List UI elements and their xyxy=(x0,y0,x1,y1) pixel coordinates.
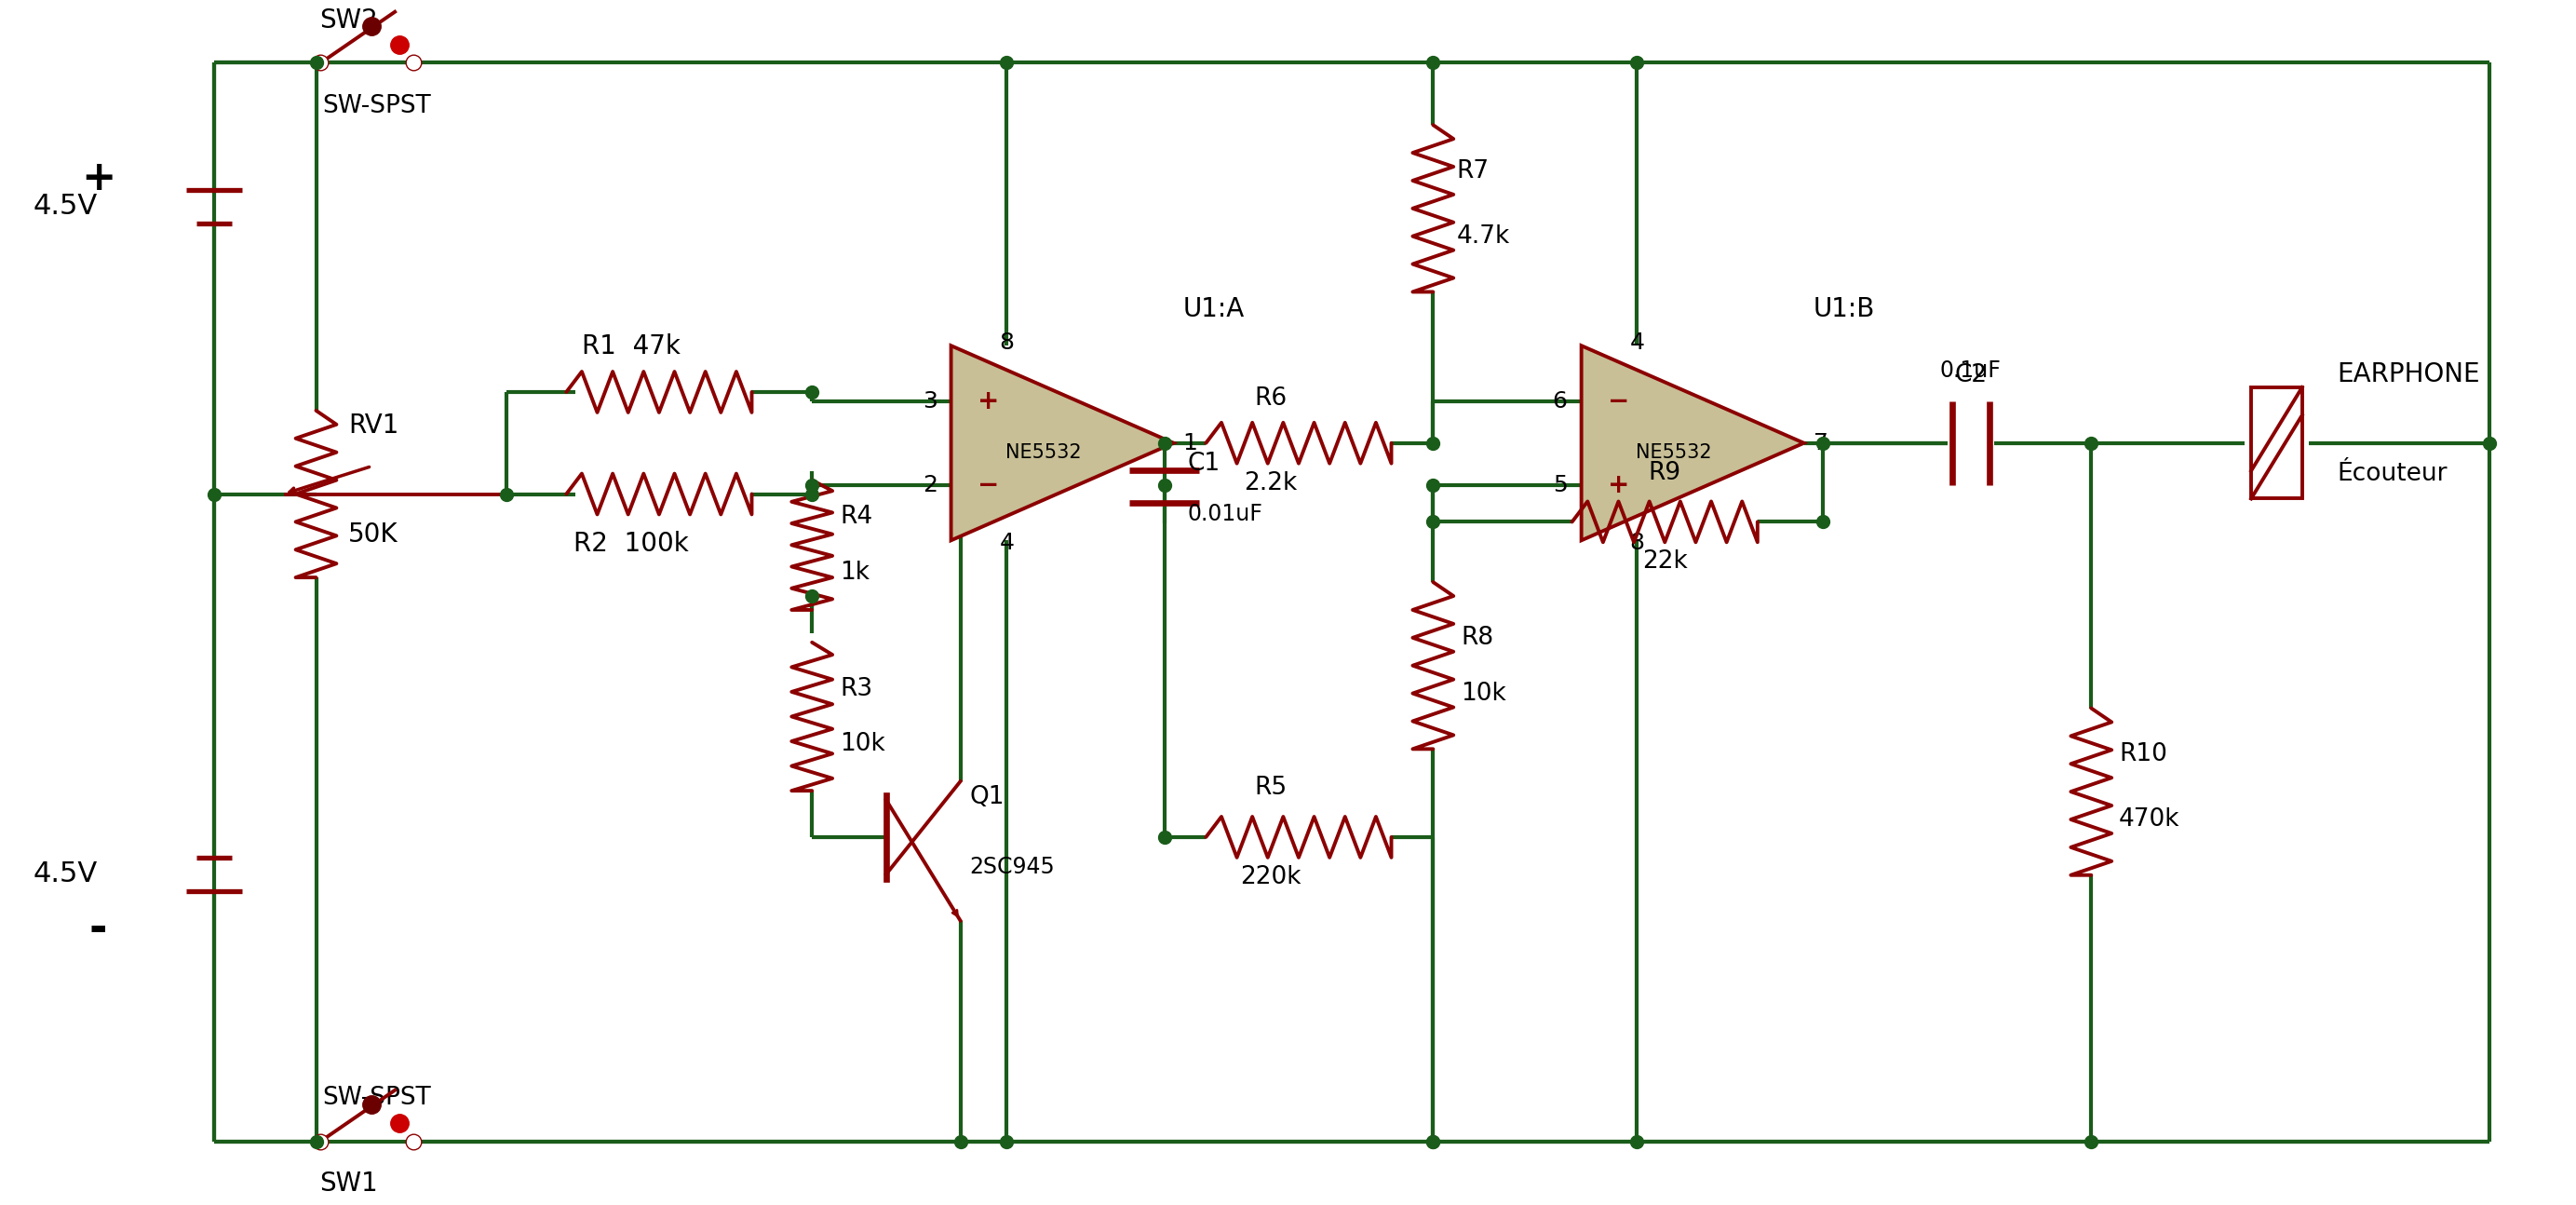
Text: 4.5V: 4.5V xyxy=(33,193,98,221)
Text: R4: R4 xyxy=(840,505,873,529)
Text: R8: R8 xyxy=(1461,625,1494,649)
Text: 5: 5 xyxy=(1553,474,1566,496)
Text: RV1: RV1 xyxy=(348,412,399,439)
Text: 10k: 10k xyxy=(1461,681,1507,705)
Text: 8: 8 xyxy=(1631,531,1643,554)
Text: 8: 8 xyxy=(999,331,1015,354)
Text: R3: R3 xyxy=(840,677,873,701)
Text: +: + xyxy=(1607,471,1631,498)
Text: 10k: 10k xyxy=(840,733,886,757)
Text: U1:B: U1:B xyxy=(1814,296,1875,323)
Text: SW-SPST: SW-SPST xyxy=(322,1086,430,1110)
Text: 6: 6 xyxy=(1553,390,1566,412)
Text: U1:A: U1:A xyxy=(1182,296,1244,323)
Text: SW1: SW1 xyxy=(319,1171,379,1197)
Text: 22k: 22k xyxy=(1641,549,1687,574)
Polygon shape xyxy=(1582,346,1803,540)
Text: 2SC945: 2SC945 xyxy=(969,856,1056,878)
Text: +: + xyxy=(80,159,116,199)
Text: R1  47k: R1 47k xyxy=(582,334,680,359)
Text: 4.5V: 4.5V xyxy=(33,860,98,888)
Text: 1k: 1k xyxy=(840,560,871,584)
Text: R9: R9 xyxy=(1649,460,1682,484)
Text: 470k: 470k xyxy=(2120,807,2179,831)
Text: 2: 2 xyxy=(922,474,938,496)
Text: 4: 4 xyxy=(999,531,1015,554)
Text: SW2: SW2 xyxy=(319,7,379,34)
Text: 220k: 220k xyxy=(1242,865,1301,889)
Text: SW-SPST: SW-SPST xyxy=(322,94,430,118)
Text: −: − xyxy=(1607,388,1628,415)
Text: 4.7k: 4.7k xyxy=(1455,224,1510,248)
Text: 3: 3 xyxy=(922,390,938,412)
Text: 4: 4 xyxy=(1631,331,1643,354)
Text: 1: 1 xyxy=(1182,431,1198,454)
Text: −: − xyxy=(976,471,999,498)
Text: 50K: 50K xyxy=(348,522,399,548)
Polygon shape xyxy=(951,346,1175,540)
Text: R6: R6 xyxy=(1255,387,1288,411)
Text: C2: C2 xyxy=(1955,363,1986,387)
Text: R5: R5 xyxy=(1255,776,1288,800)
Text: C1: C1 xyxy=(1188,452,1221,476)
Text: 2.2k: 2.2k xyxy=(1244,471,1298,495)
Text: NE5532: NE5532 xyxy=(1005,443,1082,462)
Text: NE5532: NE5532 xyxy=(1636,443,1713,462)
Text: 0.1uF: 0.1uF xyxy=(1940,359,2002,382)
Text: EARPHONE: EARPHONE xyxy=(2336,362,2481,387)
Text: R7: R7 xyxy=(1455,159,1489,183)
Text: Écouteur: Écouteur xyxy=(2336,462,2447,486)
Text: Q1: Q1 xyxy=(969,786,1005,810)
Text: 0.01uF: 0.01uF xyxy=(1188,504,1262,525)
Text: R2  100k: R2 100k xyxy=(574,531,688,557)
Text: +: + xyxy=(976,388,999,415)
Text: R10: R10 xyxy=(2120,742,2166,766)
Text: -: - xyxy=(90,909,108,951)
Text: 7: 7 xyxy=(1814,431,1829,454)
Bar xyxy=(2251,387,2303,499)
